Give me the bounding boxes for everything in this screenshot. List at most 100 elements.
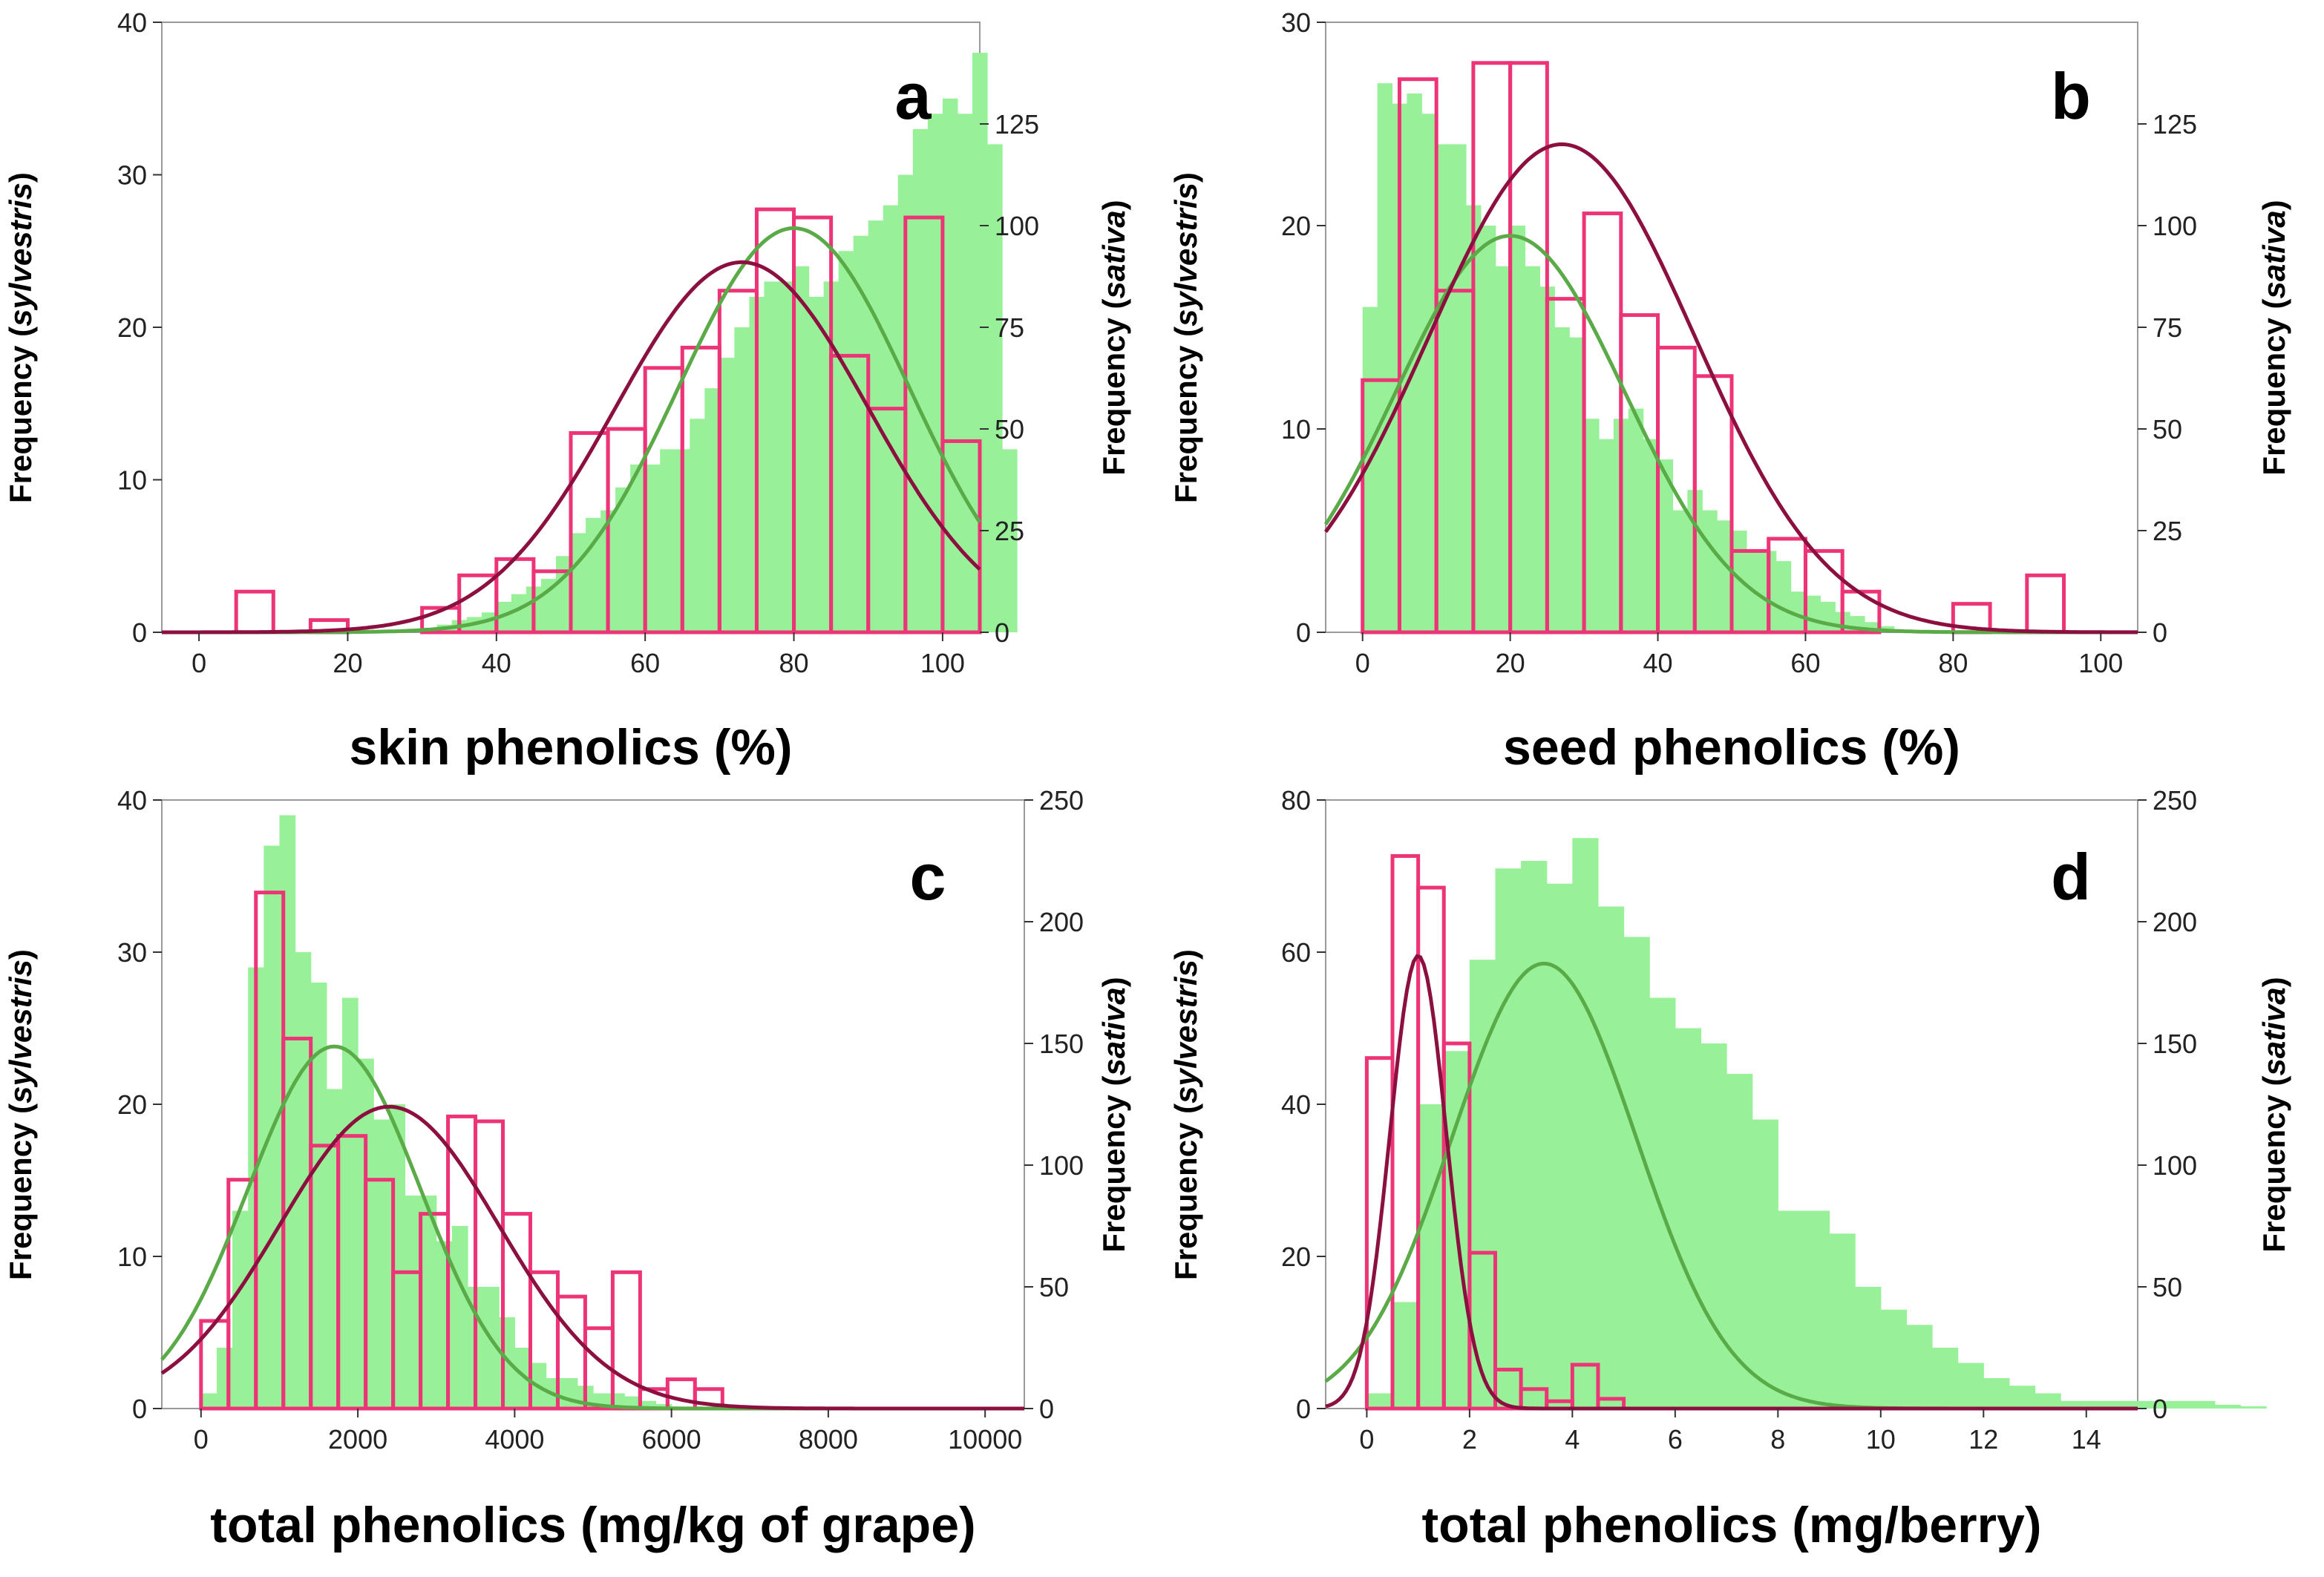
- x-tick-label: 40: [482, 648, 511, 678]
- sylvestris-bar: [2138, 1400, 2164, 1409]
- sylvestris-bar: [1717, 520, 1732, 632]
- sylvestris-bar: [1701, 1043, 1727, 1409]
- y-right-tick-label: 200: [1039, 907, 1084, 937]
- sylvestris-bar: [1598, 439, 1614, 632]
- sylvestris-bar: [1436, 144, 1452, 632]
- series-sylvestris: [1366, 838, 2267, 1409]
- sylvestris-bar: [514, 1348, 531, 1409]
- sylvestris-bar: [1628, 408, 1644, 632]
- y-right-tick-label: 0: [995, 617, 1009, 648]
- sylvestris-bar: [942, 98, 958, 632]
- panel-a: 0 20 40 60 80 100 0 10 20 30 40 0 25 50 75 100 125 Freque…: [3, 7, 1131, 776]
- sylvestris-bar: [1495, 868, 1522, 1409]
- y-right-axis-title: Frequency (sativa): [1096, 977, 1131, 1252]
- sativa-normal-curve: [162, 260, 981, 635]
- sylvestris-bar: [808, 296, 825, 632]
- sylvestris-bar: [1805, 595, 1821, 632]
- series-sylvestris: [1362, 83, 1895, 633]
- x-axis-title: skin phenolics (%): [350, 719, 793, 776]
- y-left-tick-label: 0: [1296, 1394, 1311, 1424]
- sylvestris-bar: [1657, 459, 1674, 632]
- sylvestris-bar: [1421, 114, 1437, 633]
- sylvestris-bar: [912, 128, 929, 633]
- y-right-tick-label: 50: [2153, 414, 2182, 445]
- sativa-bar: [903, 215, 945, 635]
- sylvestris-bar: [645, 464, 661, 632]
- y-left-tick-label: 40: [117, 785, 147, 816]
- x-axis-title: seed phenolics (%): [1503, 719, 1960, 776]
- sylvestris-bar: [1495, 266, 1511, 632]
- y-left-axis-title-species: sylvestris: [1168, 183, 1203, 327]
- y-right-axis-title: Frequency (sativa): [1096, 200, 1131, 475]
- y-left-axis-title-prefix: Frequency (: [1168, 327, 1203, 503]
- sylvestris-bar: [1983, 1378, 2010, 1409]
- sylvestris-bar: [1546, 883, 1573, 1409]
- sylvestris-bar: [624, 1396, 641, 1409]
- x-tick-label: 20: [1496, 648, 1525, 678]
- sylvestris-bar: [1643, 439, 1659, 632]
- sylvestris-bar: [2163, 1400, 2190, 1409]
- sylvestris-bar: [511, 594, 527, 632]
- y-right-axis-title-prefix: Frequency (: [1096, 299, 1131, 476]
- y-left-axis-title-prefix: Frequency (: [3, 1104, 38, 1280]
- sylvestris-bar: [704, 388, 720, 632]
- y-left-tick-label: 20: [1281, 1242, 1311, 1272]
- y-right-tick-label: 125: [2153, 109, 2197, 140]
- sylvestris-bar: [1584, 419, 1600, 632]
- y-right-axis-title-species: sativa: [1096, 987, 1131, 1075]
- panel-letter: a: [895, 59, 932, 133]
- y-right-tick-label: 100: [2153, 211, 2197, 241]
- sylvestris-bar: [1675, 1028, 1702, 1409]
- sylvestris-bar: [1480, 226, 1496, 632]
- y-left-tick-label: 20: [1281, 211, 1311, 241]
- sylvestris-bar: [1554, 327, 1570, 632]
- sylvestris-bar: [927, 114, 943, 633]
- sylvestris-bar: [1855, 1287, 1882, 1409]
- panel-c: 0 2000 4000 6000 8000 10000 0 10 20 30 40 0 50 100 150…: [3, 785, 1131, 1553]
- x-tick-label: 6000: [642, 1424, 701, 1455]
- series-sativa-normal-fit: [160, 1104, 1024, 1411]
- sylvestris-bar: [571, 533, 586, 632]
- x-tick-label: 8000: [799, 1424, 858, 1455]
- sylvestris-bar: [615, 487, 631, 632]
- x-tick-label: 10000: [948, 1424, 1022, 1455]
- sylvestris-bar: [660, 449, 675, 632]
- y-left-tick-label: 40: [1281, 1089, 1311, 1120]
- panel-letter: c: [910, 840, 946, 914]
- sylvestris-bar: [232, 1210, 249, 1409]
- y-right-tick-label: 100: [995, 211, 1039, 241]
- x-tick-label: 60: [1790, 648, 1820, 678]
- series-sativa: [199, 891, 724, 1411]
- sylvestris-bar: [1906, 1325, 1933, 1409]
- sylvestris-bar: [1362, 306, 1378, 632]
- sylvestris-bar: [1418, 1104, 1444, 1409]
- panel-b: 0 20 40 60 80 100 0 10 20 30 0 25 50 75 100 125 Frequenc…: [1168, 7, 2291, 776]
- sylvestris-bar: [1829, 1233, 1856, 1409]
- y-left-tick-label: 60: [1281, 937, 1311, 968]
- x-tick-label: 4: [1565, 1424, 1580, 1455]
- panel-d: 0 2 4 6 8 10 12 14 0 20 40 60 80 0 50 100 150 200 250 Frequ…: [1168, 785, 2291, 1553]
- sylvestris-bar: [2112, 1400, 2138, 1409]
- y-left-axis-title-suffix: ): [3, 949, 38, 960]
- sylvestris-bar: [972, 53, 988, 633]
- sylvestris-bar: [987, 144, 1003, 632]
- sylvestris-bar: [483, 1287, 500, 1409]
- sativa-bar: [1441, 1041, 1472, 1411]
- sylvestris-bar: [1377, 83, 1393, 632]
- sylvestris-bar: [853, 235, 869, 632]
- sylvestris-bar: [1407, 93, 1422, 632]
- y-left-axis-title-suffix: ): [3, 172, 38, 183]
- sylvestris-bar: [1521, 861, 1548, 1409]
- sylvestris-bar: [630, 464, 646, 632]
- y-right-axis-title-prefix: Frequency (: [2256, 1076, 2291, 1253]
- y-left-axis-title-suffix: ): [1168, 949, 1203, 960]
- y-right-tick-label: 0: [2153, 1394, 2167, 1424]
- sylvestris-bar: [373, 1119, 390, 1409]
- panel-letter: d: [2051, 840, 2091, 914]
- y-right-axis-title-prefix: Frequency (: [1096, 1076, 1131, 1253]
- sylvestris-bar: [2086, 1400, 2112, 1409]
- series-sativa-normal-fit: [1325, 954, 2138, 1411]
- y-left-tick-label: 30: [1281, 7, 1311, 38]
- sylvestris-bar: [561, 1378, 578, 1409]
- y-right-axis-title-species: sativa: [2256, 987, 2291, 1075]
